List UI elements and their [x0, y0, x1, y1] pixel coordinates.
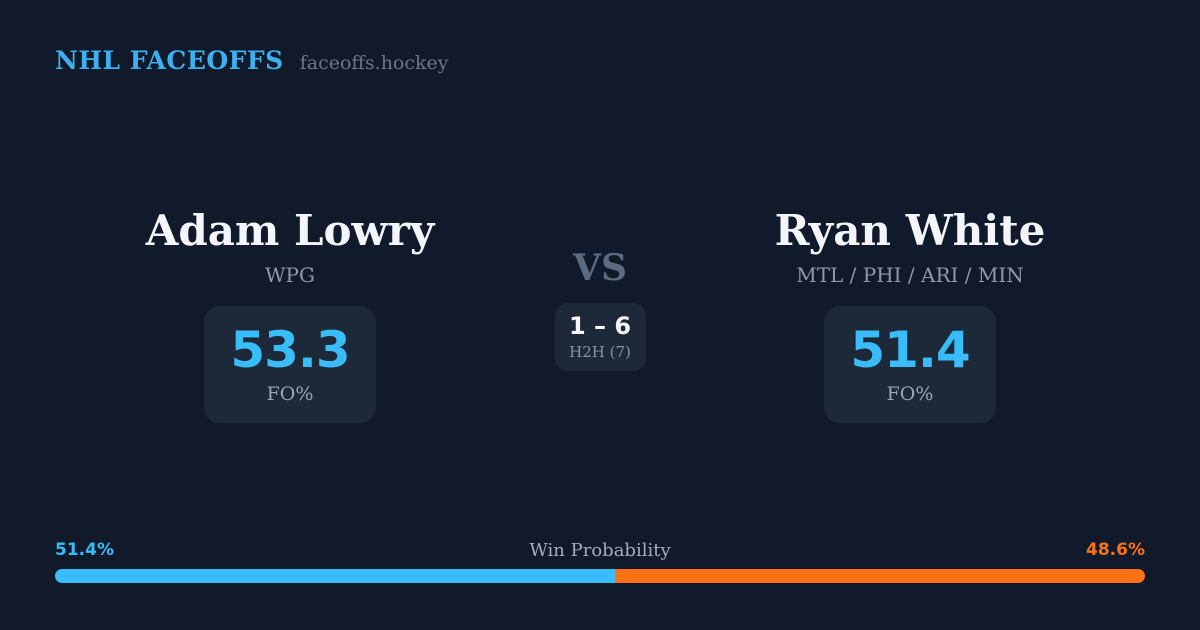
win-bar-right-segment [615, 569, 1145, 583]
center-column: VS 1 – 6 H2H (7) [520, 250, 680, 371]
brand-title: NHL FACEOFFS [55, 46, 284, 75]
site-domain: faceoffs.hockey [299, 52, 449, 74]
player-right-teams: MTL / PHI / ARI / MIN [796, 263, 1024, 288]
vs-label: VS [573, 247, 627, 289]
player-right-stat-label: FO% [886, 382, 934, 405]
player-left-stat-label: FO% [266, 382, 314, 405]
win-bar-left-segment [55, 569, 616, 583]
player-right-name: Ryan White [774, 206, 1046, 255]
player-right-column: Ryan White MTL / PHI / ARI / MIN 51.4 FO… [730, 206, 1090, 424]
player-right-fo-pct: 51.4 [850, 320, 970, 379]
player-left-stat-box: 53.3 FO% [204, 306, 376, 424]
h2h-record: 1 – 6 [568, 311, 632, 340]
player-left-name: Adam Lowry [145, 206, 435, 255]
h2h-label: H2H (7) [569, 342, 631, 361]
header: NHL FACEOFFS faceoffs.hockey [55, 46, 449, 75]
player-left-teams: WPG [265, 263, 315, 288]
win-probability-title: Win Probability [529, 540, 671, 561]
player-left-column: Adam Lowry WPG 53.3 FO% [110, 206, 470, 424]
win-probability-right-pct: 48.6% [1086, 540, 1145, 560]
win-probability-left-pct: 51.4% [55, 540, 114, 560]
player-left-fo-pct: 53.3 [230, 320, 350, 379]
win-probability-bar [55, 569, 1145, 583]
h2h-box: 1 – 6 H2H (7) [554, 303, 646, 371]
win-probability-labels: 51.4% Win Probability 48.6% [55, 540, 1145, 562]
player-right-stat-box: 51.4 FO% [824, 306, 996, 424]
